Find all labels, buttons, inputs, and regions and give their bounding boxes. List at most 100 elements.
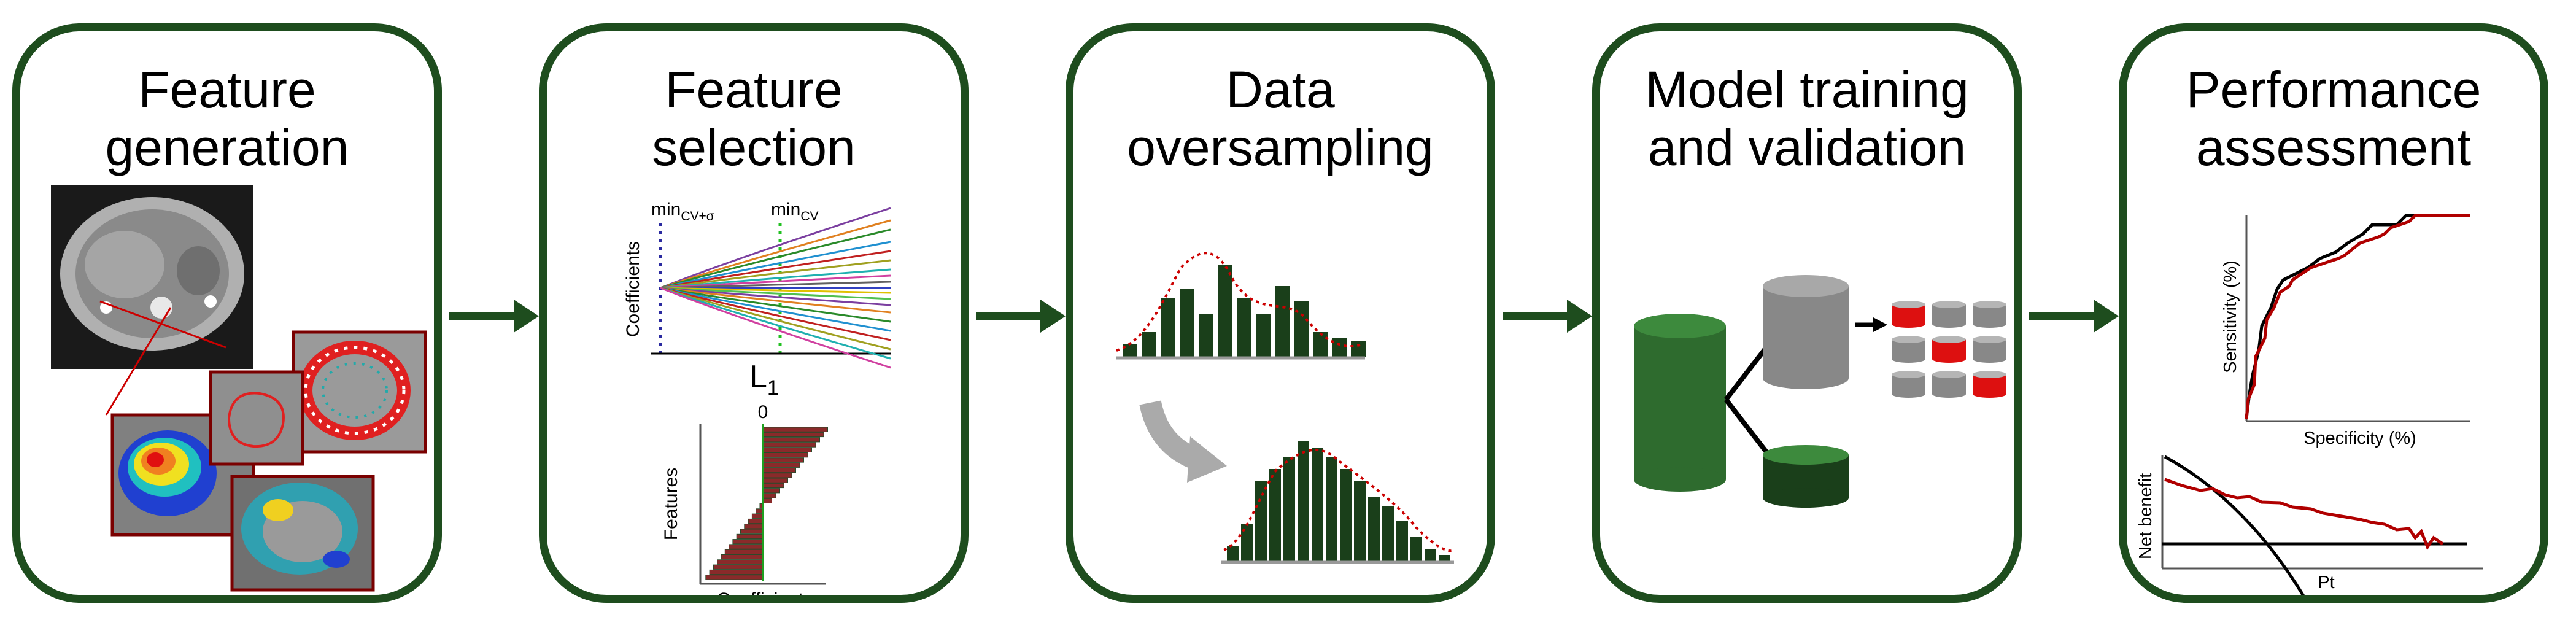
performance-figure: Sensitivity (%) Specificity (%) Net bene…: [2127, 31, 2540, 595]
cv-fold-bottom: [1973, 320, 2006, 328]
coefficient-bar: [725, 549, 763, 554]
cv-fold-bottom: [1932, 355, 1966, 363]
cv-fold-bottom: [1892, 355, 1925, 363]
histogram-bar: [1351, 341, 1366, 357]
oversampled-histogram: [1227, 441, 1450, 561]
flow-arrow: [976, 295, 1066, 338]
coefficient-bar: [763, 498, 772, 503]
coefficient-bar: [763, 494, 776, 498]
histogram-bar: [1256, 314, 1271, 357]
histogram-bar: [1340, 469, 1352, 561]
test-set-cylinder: [1763, 445, 1849, 508]
min-cv-sigma-label: minCV+σ: [651, 200, 714, 223]
feature-map-texture: [232, 476, 373, 590]
flow-arrow: [2029, 295, 2119, 338]
histogram-bar: [1298, 441, 1309, 561]
lasso-paths: [660, 208, 891, 368]
coefficient-bar: [763, 453, 808, 457]
coefficient-bar: [741, 529, 764, 533]
coefficient-bar: [752, 514, 763, 518]
cv-fold-top: [1892, 371, 1925, 378]
panel-feature-selection: Feature selection minCV+σ minCV Coeffici…: [539, 23, 969, 603]
cv-fold-bottom: [1932, 390, 1966, 398]
cv-fold-top: [1932, 301, 1966, 308]
histogram-bar: [1142, 332, 1156, 357]
panel-feature-generation: Feature generation: [12, 23, 442, 603]
feature-generation-figure: [20, 31, 434, 595]
histogram-bar: [1368, 497, 1380, 561]
coefficient-bar: [748, 519, 763, 523]
lasso-path: [660, 288, 891, 340]
roc-plot: Sensitivity (%) Specificity (%): [2221, 215, 2470, 448]
histogram-bar: [1396, 521, 1408, 561]
cv-fold-bottom: [1973, 355, 2006, 363]
cv-fold-bottom: [1973, 390, 2006, 398]
dca-ylabel: Net benefit: [2136, 473, 2156, 559]
cv-fold-top: [1973, 371, 2006, 378]
histogram-bar: [1275, 286, 1290, 357]
model-training-figure: [1600, 31, 2014, 595]
coefficient-bar: [763, 483, 784, 487]
model-net-benefit-curve: [2165, 479, 2443, 547]
l1-label: L1: [749, 359, 779, 400]
histogram-bar: [1313, 332, 1328, 357]
coefficient-bar: [721, 555, 763, 559]
histogram-bar: [1425, 549, 1436, 561]
cv-arrow-head: [1873, 317, 1887, 332]
panel-performance-assessment: Performance assessment Sensitivity (%) S…: [2119, 23, 2548, 603]
coef-ylabel: Coefficients: [623, 241, 643, 337]
treat-all-curve: [2165, 457, 2311, 595]
cv-fold-top: [1892, 301, 1925, 308]
segmentation-patch: [293, 332, 425, 452]
coefficient-bars: [706, 427, 828, 580]
histogram-bar: [1312, 448, 1323, 561]
histogram-bar: [1180, 289, 1194, 357]
coefficient-bar: [729, 545, 763, 549]
coefficient-bar: [763, 489, 780, 493]
histogram-bar: [1269, 469, 1281, 561]
coefficient-bar: [710, 570, 763, 574]
decision-curve-plot: Net benefit Pt: [2136, 455, 2483, 595]
coefficient-bar: [763, 443, 816, 447]
coefficient-bar: [763, 438, 820, 442]
coefficient-bar: [713, 565, 763, 569]
bar-zero-label: 0: [758, 402, 768, 422]
histogram-bar: [1237, 298, 1251, 357]
histogram-bar: [1227, 546, 1239, 561]
flow-arrow: [449, 295, 539, 338]
cv-fold-top: [1973, 336, 2006, 343]
coefficient-bar: [717, 560, 763, 564]
panel-data-oversampling: Data oversampling: [1066, 23, 1495, 603]
histogram-bar: [1283, 457, 1295, 561]
training-set-cylinder: [1763, 275, 1849, 389]
histogram-bar: [1255, 481, 1267, 561]
curved-arrow-icon: [1150, 403, 1227, 483]
tumor-roi-patch: [211, 372, 303, 464]
panel-model-training: Model training and validation: [1592, 23, 2022, 603]
dca-xlabel: Pt: [2318, 573, 2334, 592]
coefficient-bar: [733, 540, 763, 544]
ct-scan-image: [51, 185, 253, 369]
roc-curve-red: [2246, 215, 2470, 419]
coefficient-bar: [763, 427, 828, 432]
flow-arrow: [1503, 295, 1592, 338]
cv-fold-top: [1932, 371, 1966, 378]
lasso-coefficient-plot: minCV+σ minCV Coefficients L1: [623, 200, 891, 400]
histogram-bar: [1199, 314, 1213, 357]
feature-selection-figure: minCV+σ minCV Coefficients L1 0 Features…: [547, 31, 961, 595]
coefficient-bar: [763, 468, 796, 472]
roc-xlabel: Specificity (%): [2303, 428, 2416, 448]
coefficient-bar: [706, 575, 763, 580]
coefficient-bar: [763, 448, 812, 452]
cv-fold-top: [1892, 336, 1925, 343]
histogram-bar: [1439, 555, 1450, 561]
full-dataset-cylinder: [1634, 314, 1726, 492]
coefficient-bar: [763, 473, 792, 478]
cv-fold-top: [1973, 301, 2006, 308]
coefficient-bar: [763, 432, 824, 436]
histogram-bar: [1382, 506, 1394, 561]
min-cv-label: minCV: [771, 200, 819, 223]
cv-fold-top: [1932, 336, 1966, 343]
coefficient-bar: [737, 534, 763, 538]
coefficient-bar: [763, 458, 804, 462]
